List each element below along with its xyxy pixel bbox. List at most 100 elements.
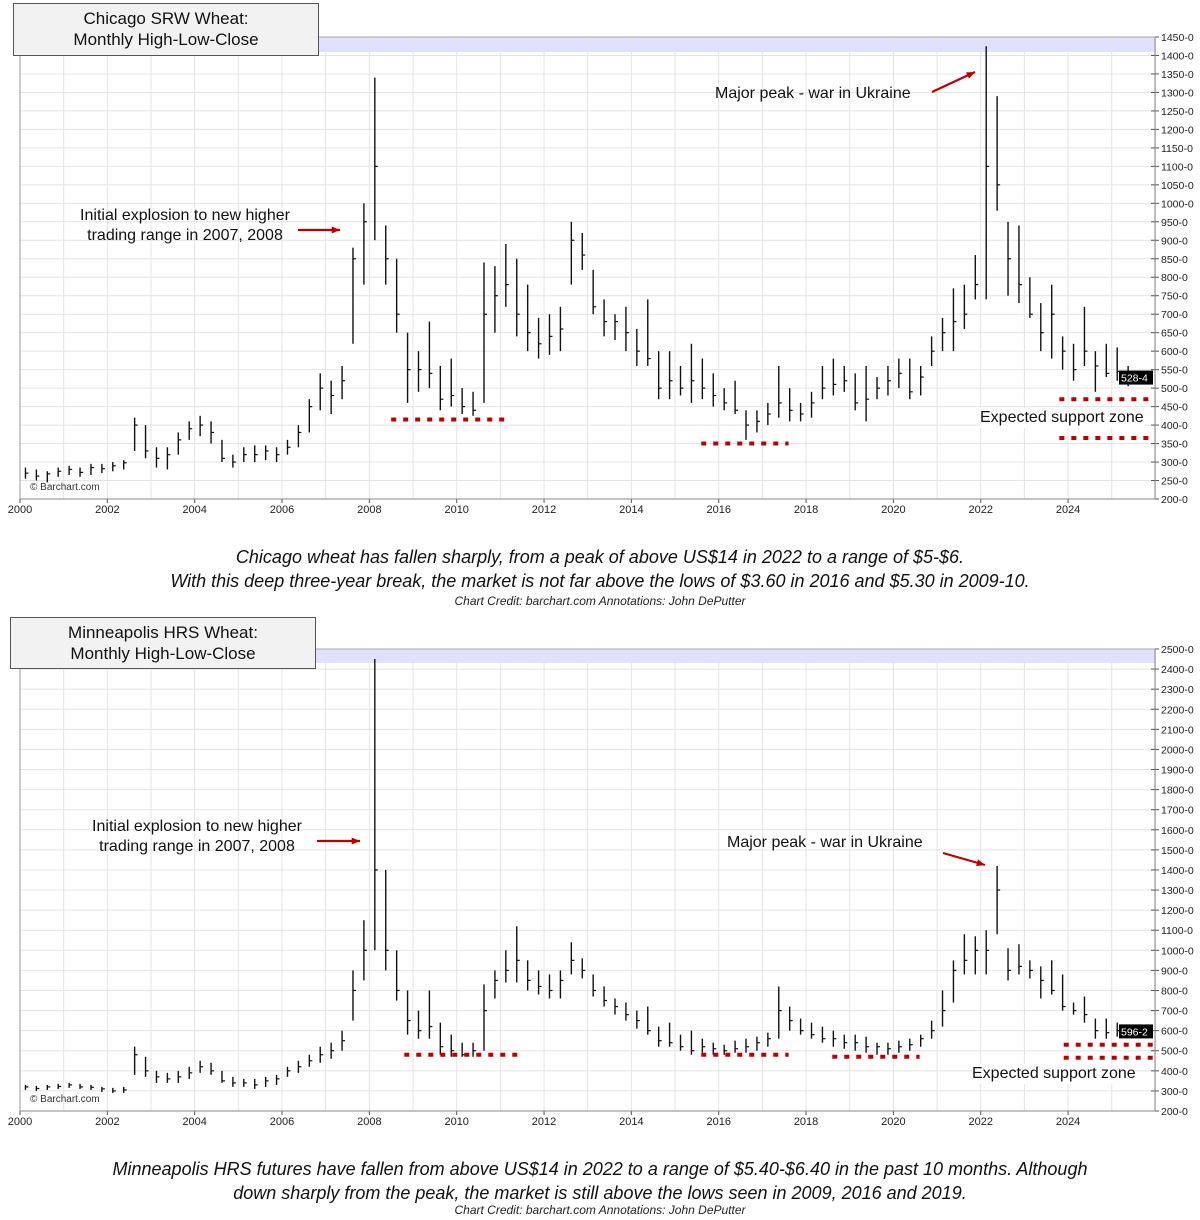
y-tick-label: 400-0 xyxy=(1161,1066,1188,1078)
y-tick-label: 1500-0 xyxy=(1161,845,1194,857)
x-tick-label: 2018 xyxy=(794,504,818,516)
x-tick-label: 2022 xyxy=(968,504,992,516)
y-tick-label: 600-0 xyxy=(1161,346,1188,358)
price-bar xyxy=(548,974,553,999)
x-tick-label: 2002 xyxy=(95,1116,119,1128)
chart-2-annotation-ukraine: Major peak - war in Ukraine xyxy=(727,834,923,851)
y-tick-label: 650-0 xyxy=(1161,328,1188,340)
price-bar xyxy=(155,447,160,468)
price-bar xyxy=(581,958,586,979)
price-bar xyxy=(144,1056,149,1077)
price-bar xyxy=(330,1042,335,1059)
price-bar xyxy=(286,1066,291,1077)
price-bar xyxy=(570,942,575,975)
price-bar xyxy=(756,1036,760,1051)
chart-2-caption: Minneapolis HRS futures have fallen from… xyxy=(0,1157,1200,1205)
price-bar xyxy=(570,221,575,285)
price-bar xyxy=(46,1084,51,1090)
price-bar xyxy=(625,306,629,352)
x-tick-label: 2012 xyxy=(532,1116,556,1128)
price-bar xyxy=(494,266,498,333)
price-bar xyxy=(374,77,378,241)
price-bar xyxy=(647,1006,651,1035)
price-bar xyxy=(985,46,990,300)
y-tick-label: 1600-0 xyxy=(1161,825,1194,837)
price-bar xyxy=(363,920,367,981)
price-bar xyxy=(559,970,564,999)
chart-1-credit: Chart Credit: barchart.com Annotations: … xyxy=(454,594,746,608)
caption-line: Minneapolis HRS futures have fallen from… xyxy=(112,1159,1088,1179)
price-bar xyxy=(319,373,324,411)
price-bar xyxy=(35,469,40,481)
chart-1-annotation-support: Expected support zone xyxy=(980,408,1144,428)
price-bar xyxy=(1094,351,1099,392)
annotation-line: Initial explosion to new higher xyxy=(80,207,290,224)
y-tick-label: 1450-0 xyxy=(1161,32,1194,44)
price-bar xyxy=(723,388,728,411)
price-bar xyxy=(701,358,706,400)
x-tick-label: 2018 xyxy=(794,1116,818,1128)
price-bar xyxy=(1072,343,1077,381)
chart-2: 200-0 300-0 400-0 500-0 600-0 700-0 800-0 900-0… xyxy=(8,644,1194,1128)
price-bar xyxy=(439,1022,444,1055)
price-bar xyxy=(1083,306,1088,366)
price-bar xyxy=(319,1046,324,1063)
y-tick-label: 1100-0 xyxy=(1161,161,1193,173)
price-bar xyxy=(308,1054,313,1067)
price-bar xyxy=(112,1087,116,1093)
y-tick-label: 1000-0 xyxy=(1161,198,1194,210)
price-bar xyxy=(690,1030,695,1055)
y-tick-label: 400-0 xyxy=(1161,420,1188,432)
caption-line: With this deep three-year break, the mar… xyxy=(170,571,1030,591)
price-bar xyxy=(559,306,564,352)
price-bar xyxy=(865,1036,870,1053)
price-bar xyxy=(767,402,771,426)
price-bar xyxy=(363,203,367,285)
last-price-box xyxy=(1119,370,1153,385)
y-tick-label: 1700-0 xyxy=(1161,805,1194,817)
chart-2-annotation-support: Expected support zone xyxy=(972,1064,1136,1084)
price-bar xyxy=(1007,221,1012,296)
price-bar xyxy=(90,463,94,475)
price-bar xyxy=(603,986,608,1007)
price-bar xyxy=(24,1084,29,1090)
arrow-head-icon xyxy=(331,226,340,234)
arrow-head-icon xyxy=(966,72,975,79)
price-bar xyxy=(898,358,902,389)
price-bar xyxy=(395,258,400,333)
price-bar xyxy=(712,373,717,407)
price-bar xyxy=(548,314,553,355)
price-bar xyxy=(57,1083,62,1089)
price-bar xyxy=(35,1085,40,1091)
price-bar xyxy=(221,439,225,463)
y-tick-label: 2000-0 xyxy=(1161,744,1194,756)
y-tick-label: 500-0 xyxy=(1161,383,1188,395)
price-bar xyxy=(188,421,193,440)
price-bar xyxy=(941,317,946,352)
price-bar xyxy=(690,343,695,403)
price-bar xyxy=(679,1034,684,1051)
price-bar xyxy=(1051,284,1055,359)
price-bar xyxy=(101,1086,105,1092)
price-bar xyxy=(810,1022,815,1039)
price-bar xyxy=(996,865,1001,935)
annotation-line: Initial explosion to new higher xyxy=(92,818,302,835)
price-bar xyxy=(417,351,422,392)
x-tick-label: 2010 xyxy=(444,504,468,516)
price-bar xyxy=(254,1078,258,1089)
price-bar xyxy=(1029,960,1033,979)
y-tick-label: 300-0 xyxy=(1161,1086,1188,1098)
y-tick-label: 300-0 xyxy=(1161,457,1188,469)
x-tick-label: 2004 xyxy=(182,1116,206,1128)
price-bar xyxy=(395,950,400,1001)
y-tick-label: 1100-0 xyxy=(1161,925,1193,937)
y-tick-label: 900-0 xyxy=(1161,965,1188,977)
price-bar xyxy=(1007,948,1012,981)
last-price-label: 528-4 xyxy=(1121,373,1148,385)
chart-2-credit: Chart Credit: barchart.com Annotations: … xyxy=(454,1203,746,1217)
y-tick-label: 1050-0 xyxy=(1161,180,1194,192)
x-tick-label: 2020 xyxy=(881,1116,905,1128)
y-tick-label: 550-0 xyxy=(1161,365,1188,377)
price-bar xyxy=(1040,966,1044,999)
y-tick-label: 900-0 xyxy=(1161,235,1188,247)
